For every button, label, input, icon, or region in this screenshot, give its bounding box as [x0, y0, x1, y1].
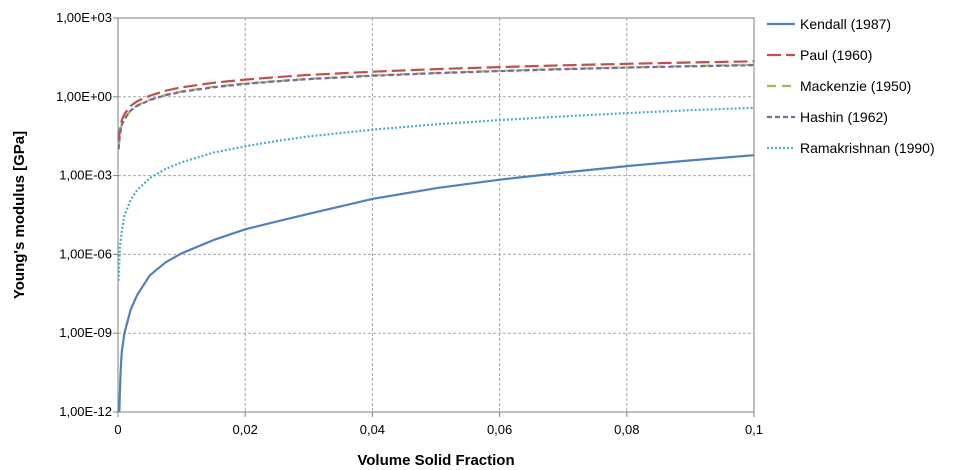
plot-area — [117, 17, 755, 413]
y-tick-label: 1,00E+03 — [56, 10, 112, 25]
y-tick-label: 1,00E-03 — [59, 168, 112, 183]
series-line — [118, 154, 755, 413]
series-line — [117, 63, 755, 148]
legend-label: Paul (1960) — [800, 47, 872, 63]
x-tick-label: 0,1 — [745, 422, 763, 437]
x-tick-label: 0,04 — [360, 422, 385, 437]
y-tick-label: 1,00E-06 — [59, 246, 112, 261]
y-tick-label: 1,00E-09 — [59, 325, 112, 340]
legend-label: Kendall (1987) — [800, 16, 891, 32]
legend-label: Hashin (1962) — [800, 109, 888, 125]
x-axis-ticks: 0 0,02 0,04 0,06 0,08 0,1 — [114, 412, 763, 437]
x-tick-label: 0,06 — [487, 422, 512, 437]
y-axis-title: Young's modulus [GPa] — [11, 131, 28, 299]
y-axis-ticks: 1,00E-12 1,00E-09 1,00E-06 1,00E-03 1,00E+00… — [56, 10, 118, 419]
y-tick-label: 1,00E-12 — [59, 404, 112, 419]
series-line — [117, 60, 755, 142]
legend-label: Mackenzie (1950) — [800, 78, 911, 94]
series-lines — [117, 60, 755, 413]
x-tick-label: 0,02 — [233, 422, 258, 437]
x-tick-label: 0,08 — [614, 422, 639, 437]
x-tick-label: 0 — [114, 422, 121, 437]
legend-label: Ramakrishnan (1990) — [800, 140, 935, 156]
series-line — [117, 106, 755, 281]
grid — [118, 18, 754, 412]
legend: Kendall (1987) Paul (1960) Mackenzie (1950… — [767, 16, 935, 156]
series-line — [117, 64, 755, 150]
y-tick-label: 1,00E+00 — [56, 89, 112, 104]
x-axis-title: Volume Solid Fraction — [357, 452, 514, 469]
